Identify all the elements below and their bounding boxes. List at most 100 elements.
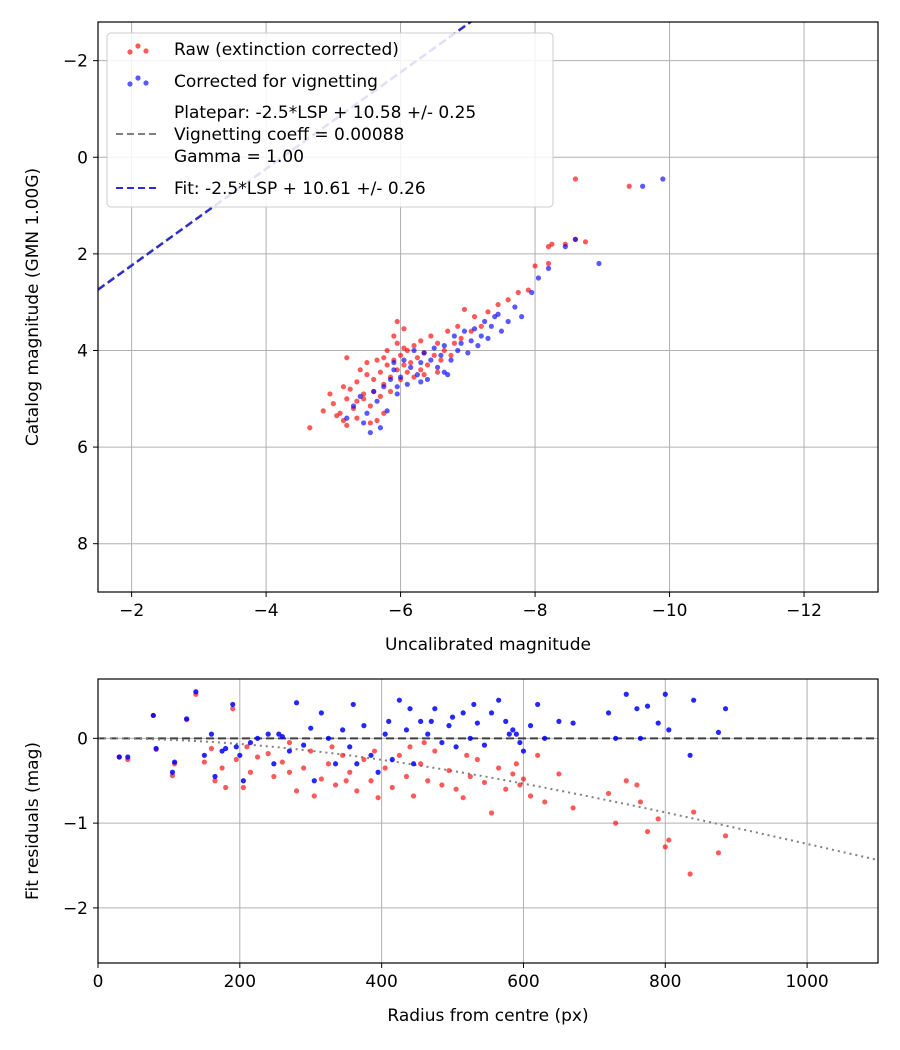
raw-point (394, 340, 400, 346)
bottom-axes-frame (97, 678, 879, 964)
raw-residual-point (520, 776, 527, 782)
corrected-residual-point (223, 745, 229, 752)
corrected-residual-point (510, 727, 516, 733)
corrected-point (397, 374, 404, 380)
corrected-residual-point (350, 701, 356, 708)
raw-residual-point (371, 748, 378, 754)
corrected-point (394, 384, 400, 390)
corrected-residual-point (432, 706, 438, 712)
raw-residual-point (637, 799, 644, 805)
corrected-point (344, 415, 350, 421)
corrected-point (418, 359, 424, 366)
corrected-residual-point (506, 731, 512, 737)
corrected-residual-point (637, 735, 644, 741)
raw-point (485, 309, 491, 315)
raw-point (344, 355, 350, 361)
raw-residual-point (293, 788, 300, 794)
legend-platepar-line-1: Platepar: -2.5*LSP + 10.58 +/- 0.25 (174, 103, 476, 123)
bottom-x-axis-label: Radius from centre (px) (387, 1006, 588, 1026)
raw-point (438, 357, 444, 363)
corrected-point (468, 338, 474, 344)
corrected-residual-point (666, 727, 672, 733)
raw-point (404, 369, 410, 375)
raw-residual-point (311, 793, 317, 799)
raw-residual-point (496, 765, 502, 771)
corrected-point (391, 367, 397, 373)
corrected-residual-point (212, 773, 218, 780)
raw-point (424, 362, 431, 368)
corrected-point (401, 357, 407, 363)
raw-residual-point (347, 769, 353, 775)
raw-point (478, 323, 484, 329)
corrected-point (529, 289, 535, 296)
corrected-residual-point (184, 716, 190, 722)
corrected-residual-point (556, 718, 562, 724)
corrected-point (434, 364, 441, 370)
corrected-residual-point (517, 739, 523, 746)
raw-residual-point (542, 799, 548, 805)
corrected-point (387, 376, 394, 383)
corrected-point (384, 408, 390, 414)
corrected-residual-point (325, 735, 332, 741)
corrected-residual-point (535, 701, 541, 708)
corrected-point (408, 364, 414, 370)
raw-residual-point (308, 748, 314, 754)
corrected-point (471, 326, 478, 332)
raw-point (374, 357, 380, 363)
legend-raw-label: Raw (extinction corrected) (174, 40, 399, 60)
raw-point (320, 408, 326, 414)
corrected-point (418, 379, 424, 385)
corrected-residual-point (439, 739, 445, 746)
legend-corrected-label: Corrected for vignetting (174, 72, 378, 92)
corrected-point (428, 357, 434, 363)
corrected-point (488, 323, 494, 329)
raw-residual-point (460, 795, 466, 801)
raw-residual-point (467, 773, 473, 780)
corrected-residual-point (354, 761, 360, 767)
raw-residual-point (517, 782, 523, 788)
top-chart: −2 −4 −6 −8 −10 −12 −2 0 2 4 6 8 Uncalibrated magn… (23, 21, 879, 655)
bottom-x-tick-label: 600 (507, 972, 539, 992)
corrected-residual-point (715, 729, 722, 736)
raw-point (367, 403, 373, 409)
corrected-residual-point (368, 752, 374, 758)
corrected-residual-point (386, 718, 392, 724)
raw-residual-point (421, 739, 427, 746)
raw-point (451, 340, 457, 346)
corrected-residual-point (171, 759, 178, 765)
raw-point (381, 355, 387, 361)
raw-point (344, 422, 350, 428)
raw-residual-point (439, 782, 445, 788)
corrected-point (596, 260, 602, 267)
corrected-residual-point (208, 731, 215, 737)
corrected-residual-point (503, 718, 509, 724)
raw-residual-point (368, 778, 374, 784)
raw-residual-point (212, 778, 218, 784)
corrected-residual-point (201, 752, 207, 758)
raw-residual-point (286, 739, 293, 746)
corrected-residual-point (623, 691, 629, 697)
corrected-residual-point (361, 723, 367, 729)
corrected-residual-point (382, 731, 388, 737)
corrected-residual-point (153, 745, 159, 752)
raw-point (327, 391, 333, 397)
raw-residual-point (613, 820, 619, 826)
corrected-residual-point (634, 706, 640, 712)
bottom-x-tick-label: 0 (93, 972, 104, 992)
raw-residual-point (354, 788, 360, 794)
corrected-point (455, 347, 461, 354)
corrected-residual-point (655, 720, 661, 726)
corrected-point (441, 343, 447, 349)
corrected-point (660, 176, 666, 182)
raw-point (340, 384, 347, 390)
corrected-residual-point (446, 723, 452, 729)
raw-point (401, 345, 407, 351)
top-x-tick-label: −12 (786, 601, 822, 621)
raw-residual-point (318, 776, 324, 782)
legend-platepar-line-3: Gamma = 1.00 (174, 147, 304, 167)
corrected-residual-point (403, 727, 410, 733)
top-y-tick-label: 0 (77, 148, 88, 168)
bottom-x-tick-label: 1000 (785, 972, 828, 992)
raw-point (344, 396, 350, 402)
